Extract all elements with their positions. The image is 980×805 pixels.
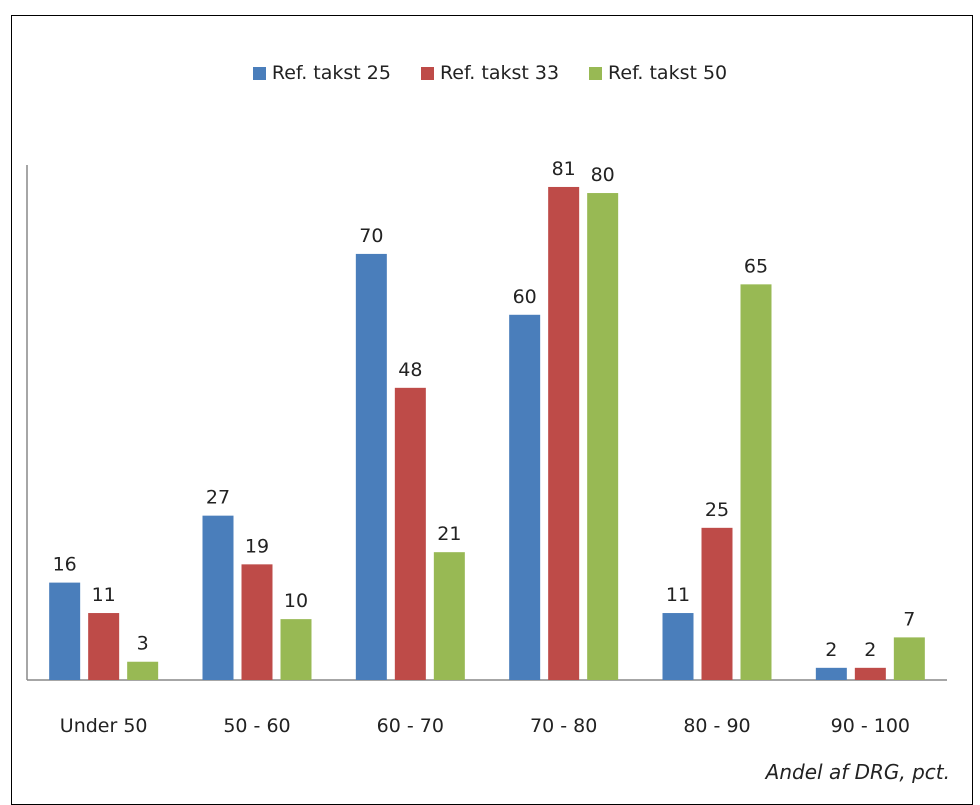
data-label-1-4: 60 xyxy=(513,286,537,308)
data-label-2-6: 2 xyxy=(864,639,876,661)
legend-swatch-series-2 xyxy=(420,66,434,80)
bar-3-4 xyxy=(587,193,619,681)
bar-2-6 xyxy=(854,667,886,680)
data-label-3-4: 80 xyxy=(591,164,615,186)
bar-1-2 xyxy=(202,515,234,680)
x-tick-label-5: 80 - 90 xyxy=(683,715,750,737)
legend-item-series-3: Ref. takst 50 xyxy=(589,62,727,84)
legend-swatch-series-1 xyxy=(252,66,266,80)
x-tick-label-3: 60 - 70 xyxy=(377,715,444,737)
legend-label-series-1: Ref. takst 25 xyxy=(271,62,391,84)
x-axis-label: Andel af DRG, pct. xyxy=(765,760,950,784)
bar-3-2 xyxy=(280,619,312,680)
bar-2-5 xyxy=(701,527,733,680)
data-label-1-3: 70 xyxy=(359,225,383,247)
chart-legend: Ref. takst 25 Ref. takst 33 Ref. takst 5… xyxy=(0,62,980,84)
data-label-3-3: 21 xyxy=(437,523,461,545)
bar-1-6 xyxy=(815,667,847,680)
bar-2-4 xyxy=(548,186,580,680)
x-tick-label-2: 50 - 60 xyxy=(223,715,290,737)
x-tick-label-1: Under 50 xyxy=(60,715,148,737)
bar-1-3 xyxy=(355,253,387,681)
legend-label-series-2: Ref. takst 33 xyxy=(439,62,560,84)
bar-2-3 xyxy=(394,387,426,680)
data-label-1-2: 27 xyxy=(206,487,230,509)
data-label-3-1: 3 xyxy=(137,633,149,655)
data-label-2-4: 81 xyxy=(552,158,576,180)
data-label-2-2: 19 xyxy=(245,535,269,557)
bar-2-2 xyxy=(241,564,273,680)
bar-1-4 xyxy=(509,314,541,680)
bar-1-1 xyxy=(49,582,81,680)
bar-1-5 xyxy=(662,613,694,680)
data-label-1-6: 2 xyxy=(825,639,837,661)
bar-3-1 xyxy=(127,661,159,680)
bar-3-6 xyxy=(893,637,925,680)
legend-item-series-2: Ref. takst 33 xyxy=(420,62,560,84)
data-label-3-6: 7 xyxy=(903,608,915,630)
legend-item-series-1: Ref. takst 25 xyxy=(252,62,391,84)
data-label-3-5: 65 xyxy=(744,255,768,277)
bar-3-5 xyxy=(740,284,772,680)
x-tick-label-4: 70 - 80 xyxy=(530,715,597,737)
legend-label-series-3: Ref. takst 50 xyxy=(608,62,728,84)
bar-2-1 xyxy=(88,613,120,680)
data-label-1-5: 11 xyxy=(666,584,690,606)
data-label-3-2: 10 xyxy=(284,590,308,612)
bar-3-3 xyxy=(433,552,465,680)
legend-swatch-series-3 xyxy=(589,66,603,80)
data-label-2-5: 25 xyxy=(705,499,729,521)
data-label-1-1: 16 xyxy=(53,554,77,576)
data-label-2-3: 48 xyxy=(398,359,422,381)
data-label-2-1: 11 xyxy=(92,584,116,606)
x-tick-label-6: 90 - 100 xyxy=(831,715,910,737)
